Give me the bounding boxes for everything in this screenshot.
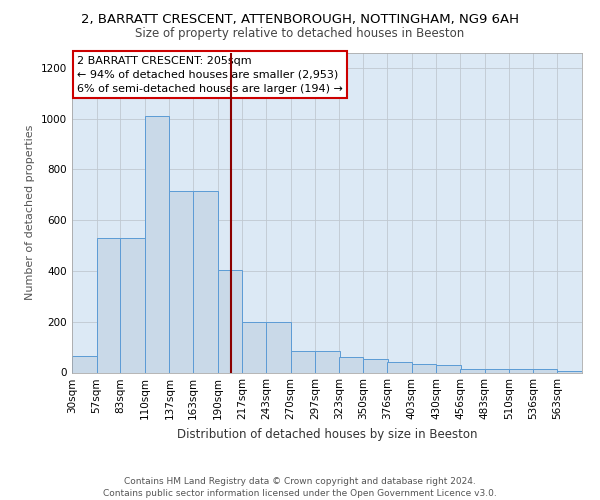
X-axis label: Distribution of detached houses by size in Beeston: Distribution of detached houses by size … [177, 428, 477, 441]
Bar [266, 322, 290, 372]
Bar [533, 370, 557, 372]
Bar [145, 116, 169, 372]
Text: Contains HM Land Registry data © Crown copyright and database right 2024.
Contai: Contains HM Land Registry data © Crown c… [103, 476, 497, 498]
Bar [557, 371, 582, 372]
Bar [97, 238, 121, 372]
Text: 2 BARRATT CRESCENT: 205sqm
← 94% of detached houses are smaller (2,953)
6% of se: 2 BARRATT CRESCENT: 205sqm ← 94% of deta… [77, 56, 343, 94]
Y-axis label: Number of detached properties: Number of detached properties [25, 125, 35, 300]
Bar [193, 191, 218, 372]
Bar [387, 362, 412, 372]
Bar [436, 365, 461, 372]
Bar [315, 351, 340, 372]
Bar [364, 358, 388, 372]
Bar [412, 364, 436, 372]
Text: Size of property relative to detached houses in Beeston: Size of property relative to detached ho… [136, 28, 464, 40]
Bar [218, 270, 242, 372]
Bar [509, 370, 534, 372]
Bar [485, 368, 509, 372]
Bar [290, 351, 315, 372]
Bar [242, 322, 267, 372]
Bar [72, 356, 97, 372]
Bar [339, 358, 364, 372]
Bar [169, 191, 194, 372]
Text: 2, BARRATT CRESCENT, ATTENBOROUGH, NOTTINGHAM, NG9 6AH: 2, BARRATT CRESCENT, ATTENBOROUGH, NOTTI… [81, 12, 519, 26]
Bar [120, 238, 145, 372]
Bar [460, 368, 485, 372]
